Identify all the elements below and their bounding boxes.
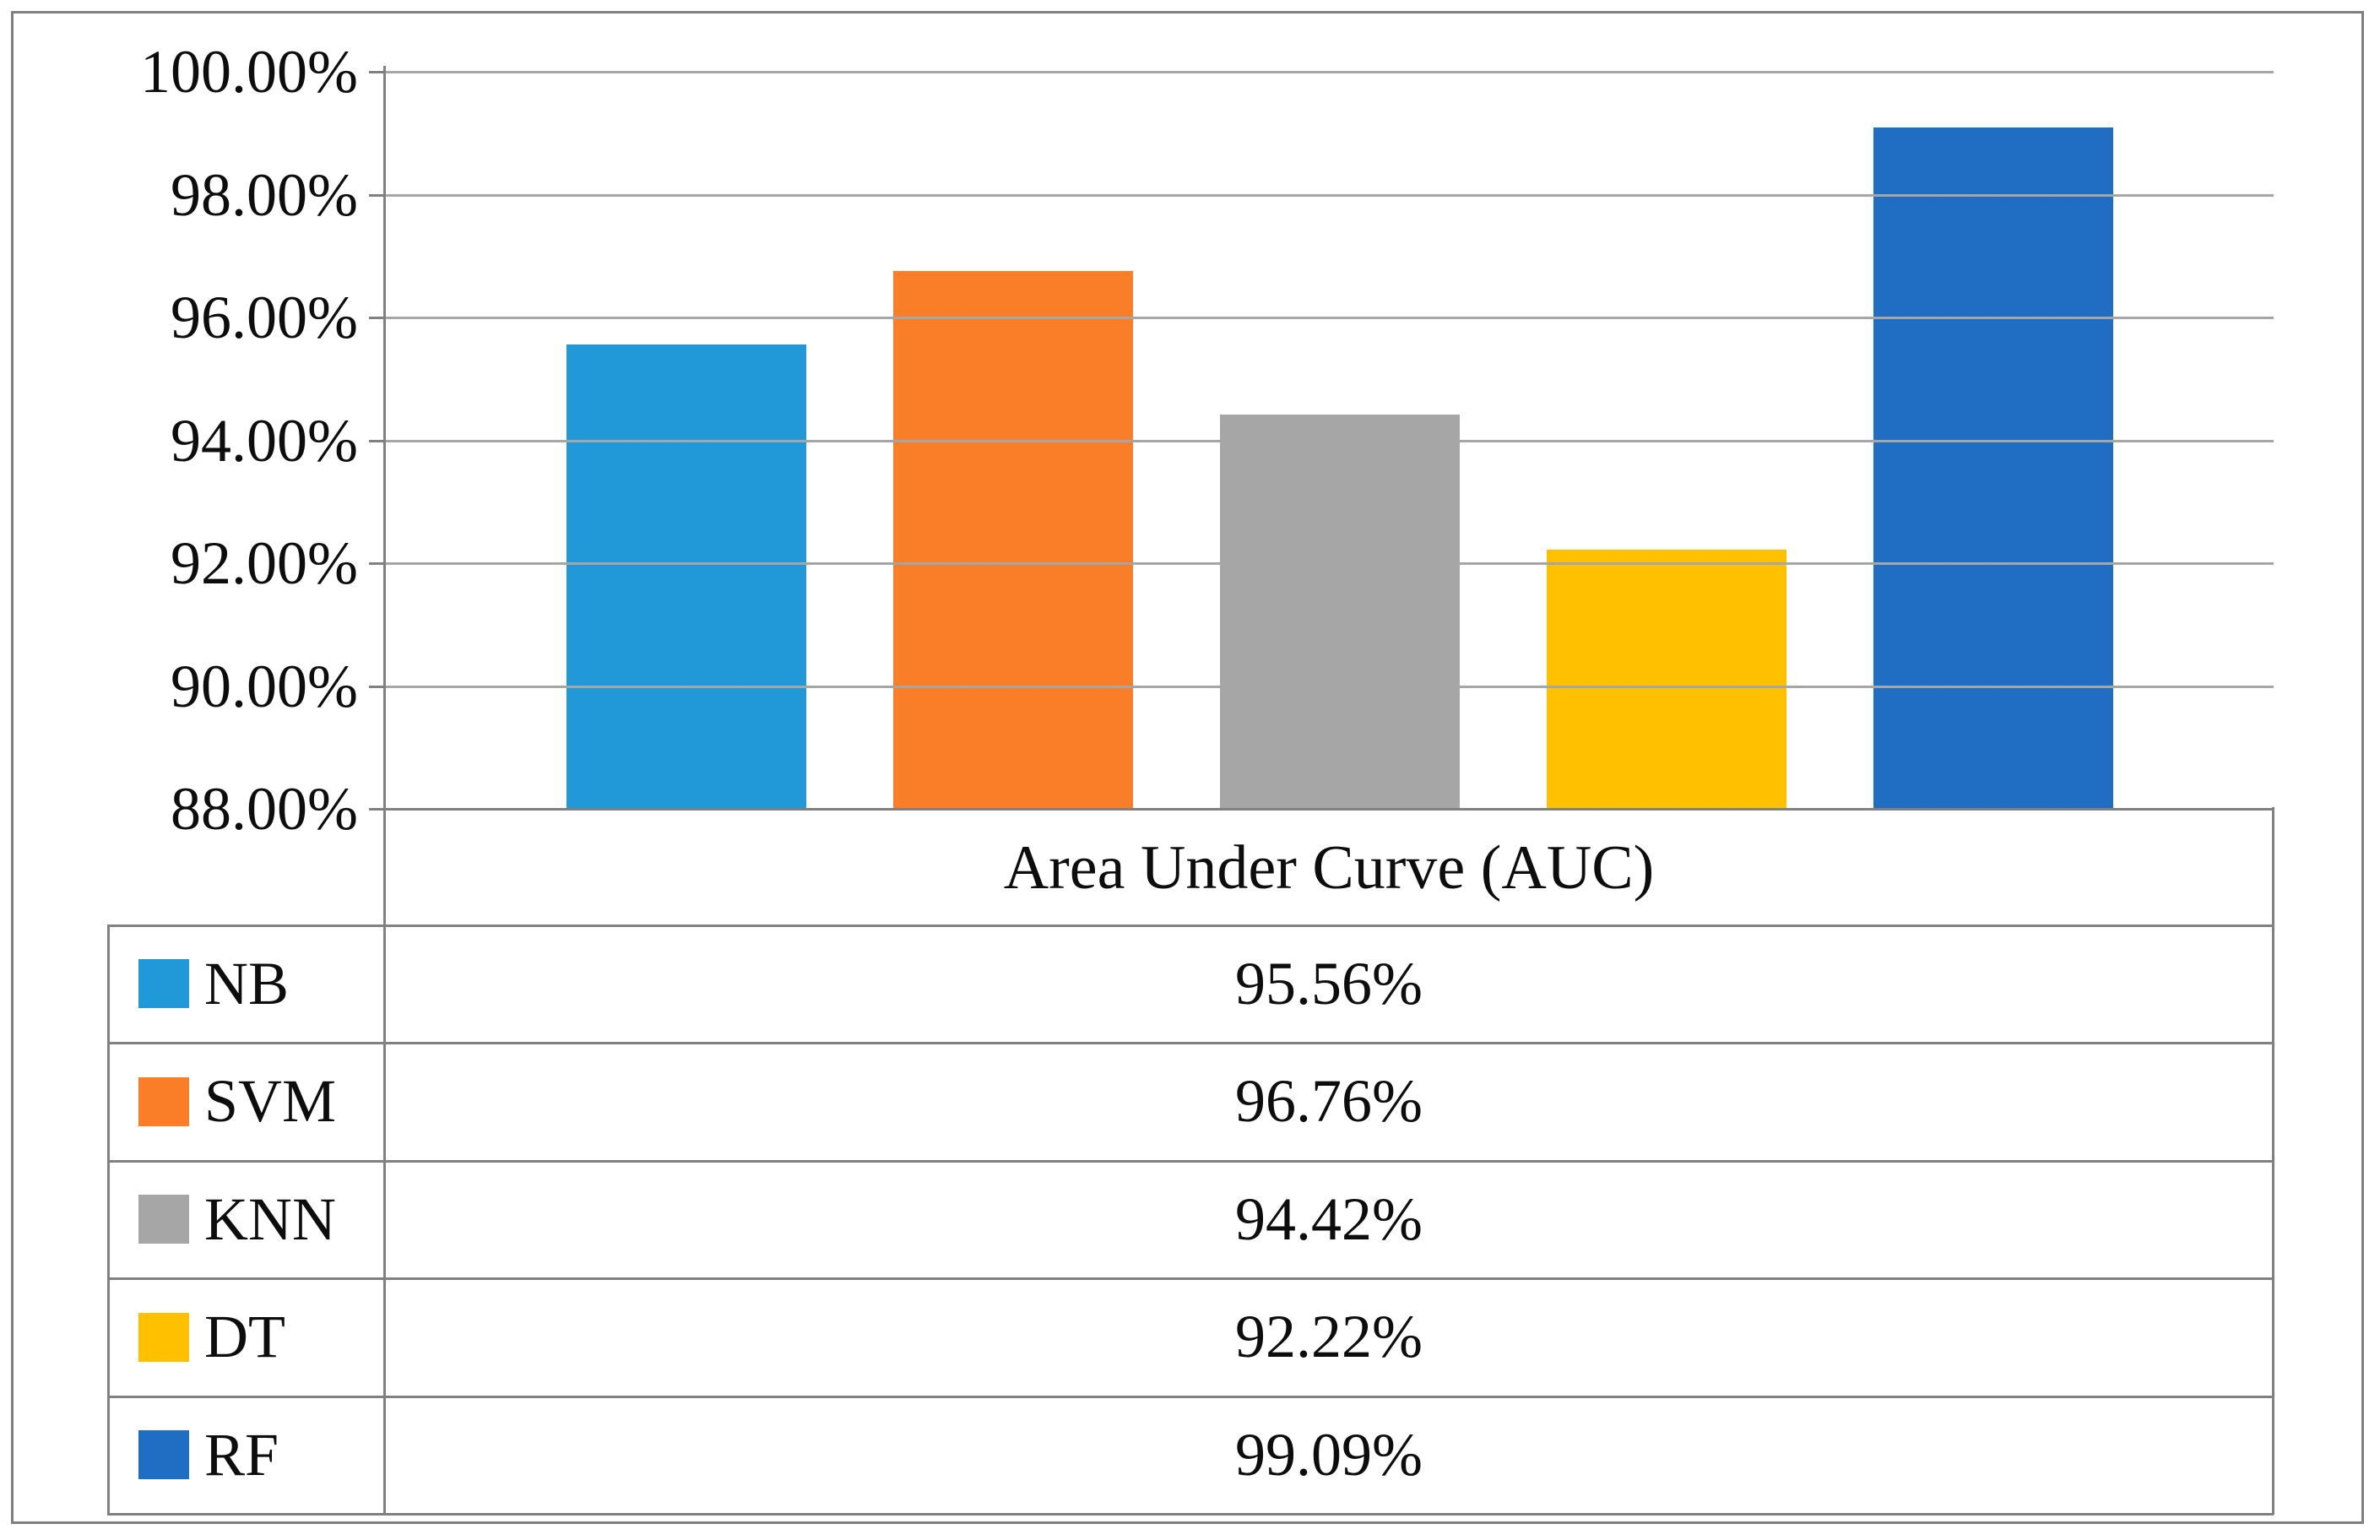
legend-label-svm: SVM: [204, 1067, 337, 1135]
table-value-nb: 95.56%: [1235, 949, 1423, 1017]
legend-swatch-dt: [138, 1312, 189, 1362]
table-row-legend-knn: KNN: [108, 1162, 384, 1277]
y-axis-tick: [369, 317, 384, 319]
plot-area: [384, 72, 2274, 809]
y-axis-tick: [369, 686, 384, 688]
legend-label-knn: KNN: [204, 1185, 336, 1253]
bar-nb: [567, 344, 806, 809]
gridline: [384, 440, 2274, 442]
legend-swatch-svm: [138, 1076, 189, 1126]
y-axis-tick-label: 94.00%: [171, 407, 358, 474]
table-row-border: [107, 1513, 2274, 1516]
table-row-border: [107, 1396, 2274, 1398]
y-axis-tick-label: 100.00%: [140, 38, 358, 106]
legend-swatch-rf: [138, 1430, 189, 1479]
table-value-rf: 99.09%: [1235, 1420, 1423, 1488]
gridline: [384, 562, 2274, 565]
gridline: [384, 71, 2274, 73]
bar-svm: [893, 271, 1133, 809]
legend-swatch-nb: [138, 959, 189, 1008]
y-axis-tick-label: 96.00%: [171, 284, 358, 351]
y-axis-tick-label: 90.00%: [171, 653, 358, 720]
table-row-border: [107, 925, 2274, 927]
table-row-legend-rf: RF: [108, 1397, 384, 1512]
bar-knn: [1220, 415, 1460, 809]
y-axis-tick: [369, 71, 384, 73]
y-axis-line: [383, 66, 386, 1515]
gridline: [384, 686, 2274, 688]
table-value-knn: 94.42%: [1235, 1185, 1423, 1253]
legend-label-rf: RF: [204, 1420, 279, 1488]
legend-swatch-knn: [138, 1195, 189, 1244]
table-value-dt: 92.22%: [1235, 1303, 1423, 1370]
table-row-border: [107, 1277, 2274, 1280]
y-axis-tick-label: 92.00%: [171, 529, 358, 597]
table-row-border: [107, 1160, 2274, 1163]
table-row-legend-dt: DT: [108, 1279, 384, 1395]
x-axis-title: Area Under Curve (AUC): [1003, 833, 1655, 903]
y-axis-tick: [369, 808, 384, 811]
y-axis-tick: [369, 194, 384, 197]
table-row-legend-nb: NB: [108, 926, 384, 1041]
legend-label-dt: DT: [204, 1303, 285, 1370]
figure-border: [11, 11, 2364, 1524]
y-axis-tick-label: 88.00%: [171, 775, 358, 843]
bar-rf: [1873, 127, 2113, 809]
y-axis-tick: [369, 440, 384, 442]
table-row-legend-svm: SVM: [108, 1044, 384, 1159]
legend-label-nb: NB: [204, 949, 290, 1017]
x-axis-line: [384, 808, 2274, 811]
table-left-border: [107, 925, 110, 1515]
table-row-border: [107, 1042, 2274, 1044]
gridline: [384, 194, 2274, 197]
table-value-svm: 96.76%: [1235, 1067, 1423, 1135]
y-axis-tick: [369, 562, 384, 565]
gridline: [384, 317, 2274, 319]
bar-dt: [1547, 550, 1786, 809]
y-axis-tick-label: 98.00%: [171, 161, 358, 229]
